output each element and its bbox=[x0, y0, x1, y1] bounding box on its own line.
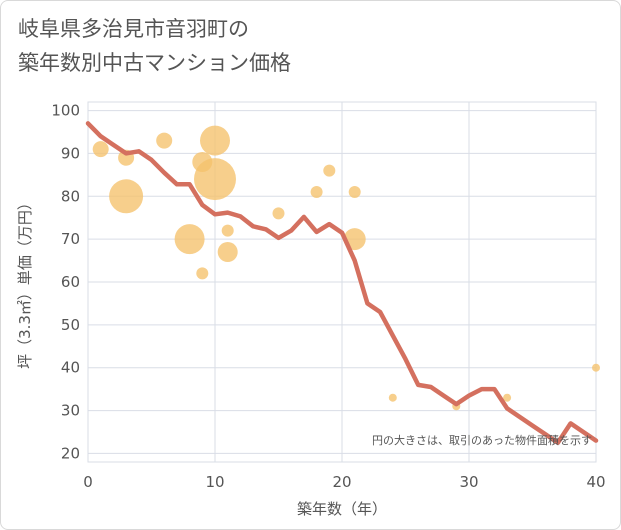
x-tick-label: 0 bbox=[83, 473, 93, 491]
y-tick-labels: 20 30 40 50 60 70 80 90 100 bbox=[51, 102, 80, 463]
x-tick-label: 40 bbox=[586, 473, 605, 491]
x-axis-label: 築年数（年） bbox=[297, 500, 387, 518]
y-tick-label: 60 bbox=[61, 273, 80, 291]
y-tick-label: 80 bbox=[61, 187, 80, 205]
price-line bbox=[85, 121, 599, 445]
x-tick-label: 20 bbox=[332, 473, 351, 491]
x-tick-labels: 0 10 20 30 40 bbox=[83, 473, 605, 491]
y-tick-label: 70 bbox=[61, 230, 80, 248]
y-axis-label: 坪（3.3㎡）単価（万円） bbox=[16, 195, 34, 369]
y-tick-label: 90 bbox=[61, 144, 80, 162]
bubble-point bbox=[388, 393, 397, 402]
chart-title-line2: 築年数別中古マンション価格 bbox=[18, 51, 291, 75]
bubble-point bbox=[156, 132, 173, 149]
chart-title: 岐阜県多治見市音羽町の 築年数別中古マンション価格 bbox=[18, 12, 291, 80]
bubble-point bbox=[217, 242, 238, 262]
bubble-point bbox=[92, 141, 109, 158]
y-tick-label: 30 bbox=[61, 402, 80, 420]
y-tick-label: 50 bbox=[61, 316, 80, 334]
bubble-point bbox=[272, 207, 285, 220]
grid-lines bbox=[87, 102, 597, 462]
bubble-point bbox=[310, 186, 323, 198]
bubble-point bbox=[592, 363, 600, 372]
chart-title-line1: 岐阜県多治見市音羽町の bbox=[18, 17, 249, 41]
bubble-point bbox=[323, 164, 336, 177]
bubble-point bbox=[194, 158, 236, 201]
y-tick-label: 40 bbox=[61, 359, 80, 377]
size-note: 円の大きさは、取引のあった物件面積を示す bbox=[372, 433, 592, 447]
bubble-point bbox=[221, 224, 234, 237]
bubble-point bbox=[503, 393, 512, 402]
bubble-point bbox=[109, 179, 144, 214]
plot-border bbox=[87, 101, 597, 463]
bubble-series bbox=[92, 125, 600, 411]
bubble-point bbox=[200, 125, 230, 156]
bubble-point bbox=[174, 224, 205, 255]
y-tick-label: 20 bbox=[61, 444, 80, 462]
bubble-point bbox=[196, 267, 209, 280]
y-tick-label: 100 bbox=[51, 102, 80, 120]
bubble-point bbox=[348, 186, 361, 198]
x-tick-label: 30 bbox=[459, 473, 478, 491]
x-tick-label: 10 bbox=[205, 473, 224, 491]
